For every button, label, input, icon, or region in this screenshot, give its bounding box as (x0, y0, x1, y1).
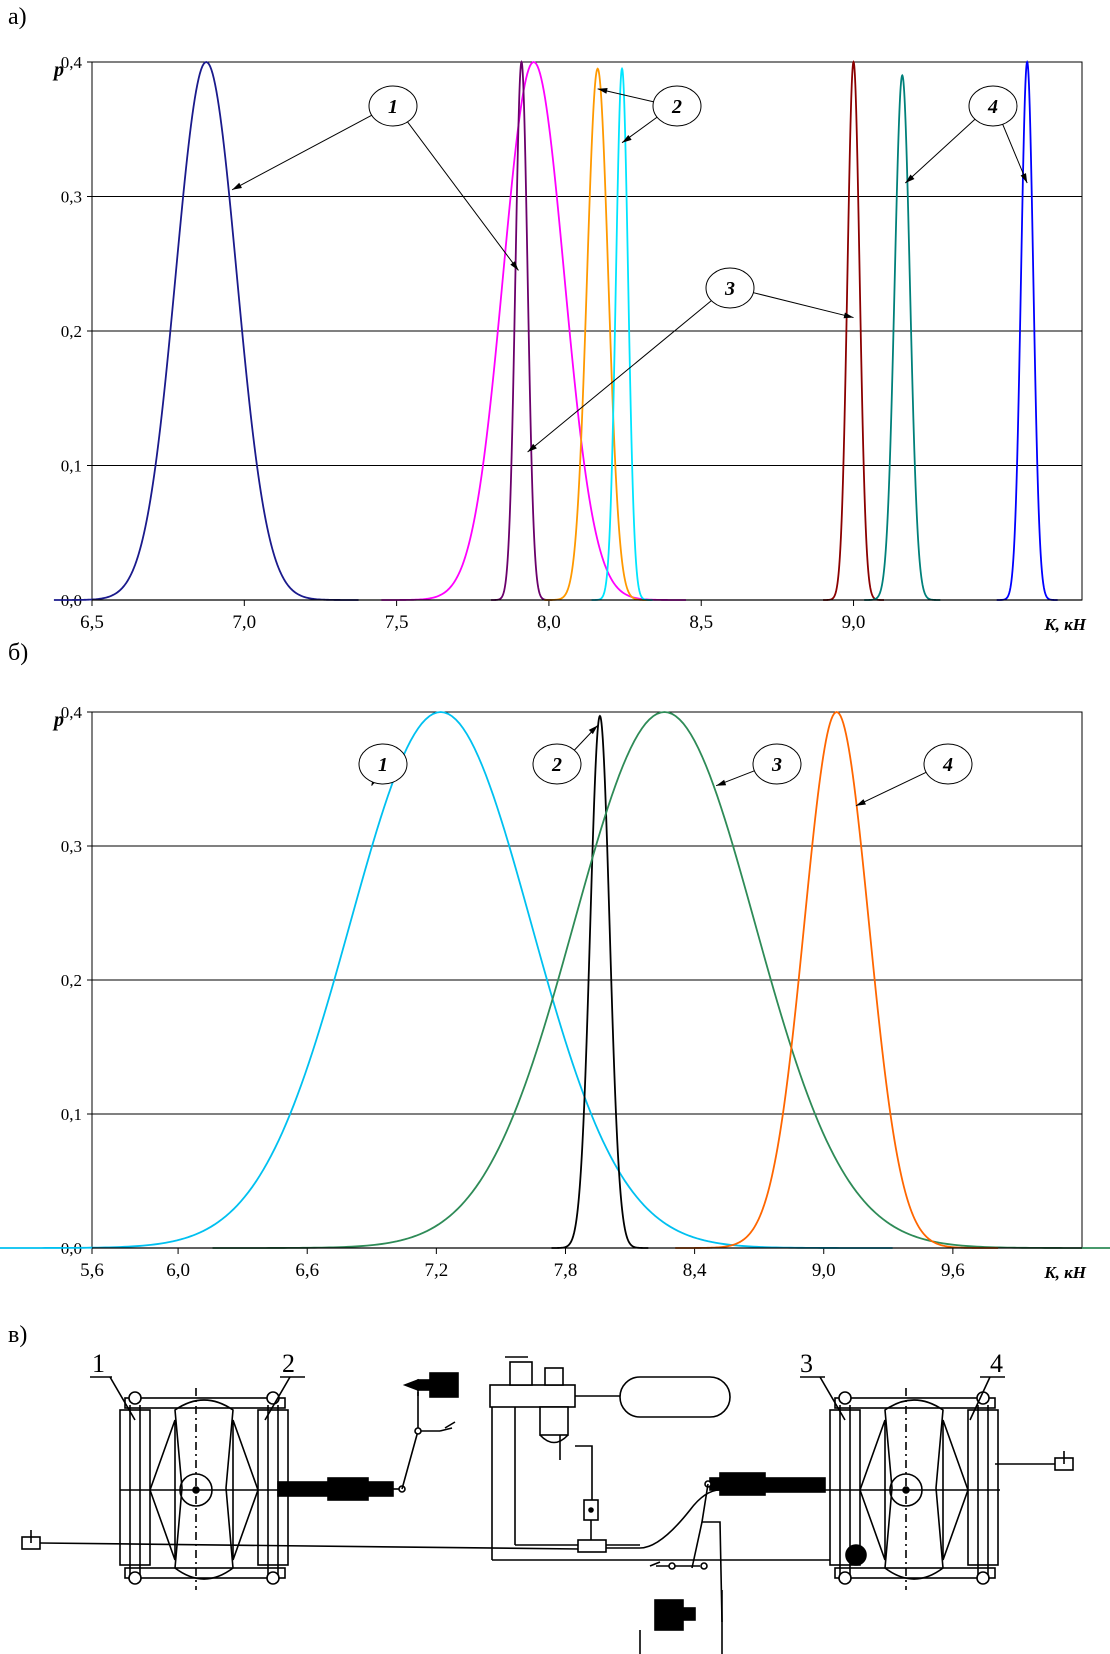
series-line-3 (212, 711, 1110, 1249)
diagram-label-4: 4 (990, 1349, 1003, 1378)
y-tick-label: 0,1 (61, 457, 82, 476)
callout-label: 2 (551, 754, 562, 776)
y-axis-label: p (52, 709, 64, 731)
x-tick-label: 9,0 (812, 1260, 836, 1281)
diagram-label-1: 1 (92, 1349, 105, 1378)
x-tick-label: 9,0 (842, 612, 866, 633)
y-tick-label: 0,1 (61, 1105, 82, 1124)
callout-arrowhead (843, 312, 854, 319)
y-tick-label: 0,3 (61, 188, 82, 207)
callout-arrowhead (232, 182, 242, 190)
y-tick-label: 0,3 (61, 837, 82, 856)
x-tick-label: 8,0 (537, 612, 561, 633)
callout-2: 2 (532, 725, 599, 785)
panel-b-label: б) (8, 640, 29, 666)
x-tick-label: 6,0 (166, 1260, 190, 1281)
diagram-label-3: 3 (800, 1349, 813, 1378)
x-tick-label: 5,6 (80, 1260, 104, 1281)
x-tick-label: 7,5 (385, 612, 409, 633)
callout-arrowhead (856, 799, 866, 806)
callout-label: 3 (724, 278, 735, 300)
x-tick-label: 7,0 (232, 612, 256, 633)
x-tick-label: 6,5 (80, 612, 104, 633)
series-line-2 (551, 714, 649, 1249)
callout-arrowhead (527, 443, 537, 453)
callout-arrowhead (597, 88, 608, 94)
series-line-7 (864, 73, 941, 601)
callout-leader (855, 770, 929, 807)
callout-bubble (705, 267, 755, 309)
callout-arrowhead (905, 174, 915, 184)
y-axis-label: p (52, 59, 64, 81)
panel-v-label: в) (8, 1322, 28, 1348)
callout-leader (231, 113, 374, 191)
callout-1: 1 (358, 743, 408, 786)
y-tick-label: 0,4 (61, 703, 83, 722)
panel-a-label: а) (8, 4, 27, 30)
callout-label: 3 (771, 754, 782, 776)
callout-bubble (532, 743, 582, 785)
callout-bubble (923, 743, 973, 785)
x-axis-label: K, кН (1043, 1263, 1086, 1282)
series-line-8 (996, 60, 1058, 601)
series-line-2 (381, 61, 686, 601)
series-line-1 (0, 711, 893, 1249)
series-line-1 (53, 61, 359, 601)
callout-3: 3 (527, 267, 854, 453)
y-tick-label: 0,2 (61, 971, 82, 990)
series-line-5 (591, 66, 653, 601)
callout-leader (1001, 122, 1028, 184)
x-axis-label: K, кН (1043, 615, 1086, 634)
right-bogie (829, 1388, 1000, 1590)
series-line-6 (823, 60, 884, 601)
series-line-4 (544, 67, 651, 601)
callout-2: 2 (597, 85, 702, 144)
chart-b: 0,00,10,20,30,45,6 6,0 6,6 7,2 7,8 8,4 9,0 9,6p… (0, 703, 1110, 1282)
callout-label: 1 (378, 754, 388, 776)
x-tick-label: 7,2 (424, 1260, 448, 1281)
callout-bubble (968, 85, 1018, 127)
callout-arrowhead (510, 261, 519, 271)
left-bogie (119, 1388, 290, 1590)
callout-arrowhead (716, 779, 727, 786)
y-tick-label: 0,2 (61, 322, 82, 341)
x-tick-label: 8,4 (683, 1260, 707, 1281)
callout-label: 4 (942, 754, 953, 776)
callout-arrowhead (622, 134, 632, 143)
callout-leader (597, 88, 656, 103)
callout-leader (527, 298, 714, 453)
callout-arrowhead (588, 725, 598, 735)
callout-bubble (358, 743, 408, 785)
callout-leader (405, 120, 519, 271)
callout-bubble (368, 85, 418, 127)
series-line-3 (491, 60, 552, 601)
x-tick-label: 7,8 (554, 1260, 578, 1281)
callout-4: 4 (855, 743, 973, 807)
chart-a: 0,00,10,20,30,46,5 7,0 7,5 8,0 8,5 9,0pK, кН1… (52, 53, 1087, 634)
callout-leader (751, 291, 854, 319)
callout-arrowhead (1020, 173, 1028, 184)
x-tick-label: 6,6 (295, 1260, 319, 1281)
callout-label: 4 (987, 96, 998, 118)
diagram-label-2: 2 (282, 1349, 295, 1378)
callout-label: 1 (388, 96, 398, 118)
callout-4: 4 (904, 85, 1028, 184)
x-tick-label: 8,5 (689, 612, 713, 633)
callout-3: 3 (715, 743, 802, 787)
callout-leader (904, 117, 977, 184)
x-tick-label: 9,6 (941, 1260, 965, 1281)
callout-bubble (752, 743, 802, 785)
callout-bubble (652, 85, 702, 127)
callout-1: 1 (231, 85, 519, 271)
y-tick-label: 0,4 (61, 53, 83, 72)
series-line-4 (675, 711, 999, 1249)
callout-label: 2 (671, 96, 682, 118)
